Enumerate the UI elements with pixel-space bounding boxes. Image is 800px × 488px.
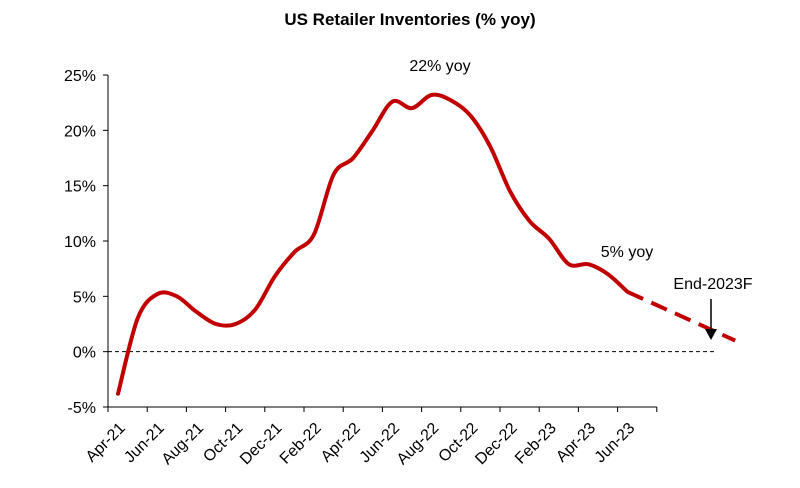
x-tick-label: Aug-22	[394, 420, 443, 469]
annotation-peak: 22% yoy	[409, 58, 470, 75]
y-tick-label: 25%	[64, 68, 96, 85]
x-tick-label: Dec-22	[472, 420, 521, 469]
series-line-actual	[116, 92, 630, 396]
x-tick-label: Dec-21	[237, 420, 286, 469]
y-axis: 25% 20% 15% 10% 5% 0% -5%	[64, 68, 109, 417]
x-tick-label: Aug-21	[159, 420, 208, 469]
y-tick-label: -5%	[68, 400, 96, 417]
series-line-forecast	[626, 290, 737, 343]
y-tick-label: 5%	[73, 289, 96, 306]
annotation-forecast: End-2023F	[673, 276, 752, 293]
x-tick-label: Apr-23	[553, 420, 599, 466]
x-tick-label: Apr-21	[83, 420, 129, 466]
x-tick-label: Apr-22	[318, 420, 364, 466]
y-tick-label: 0%	[73, 345, 96, 362]
chart-title: US Retailer Inventories (% yoy)	[284, 10, 535, 29]
y-tick-label: 20%	[64, 123, 96, 140]
x-axis: Apr-21Jun-21Aug-21Oct-21Dec-21Feb-22Apr-…	[83, 406, 658, 469]
x-tick-label: Feb-22	[277, 420, 325, 468]
x-tick-label: Feb-23	[512, 420, 560, 468]
x-tick-label: Jun-23	[592, 420, 639, 467]
y-tick-label: 15%	[64, 179, 96, 196]
forecast-arrowhead	[705, 329, 717, 340]
annotation-recent: 5% yoy	[601, 244, 653, 261]
y-tick-label: 10%	[64, 234, 96, 251]
